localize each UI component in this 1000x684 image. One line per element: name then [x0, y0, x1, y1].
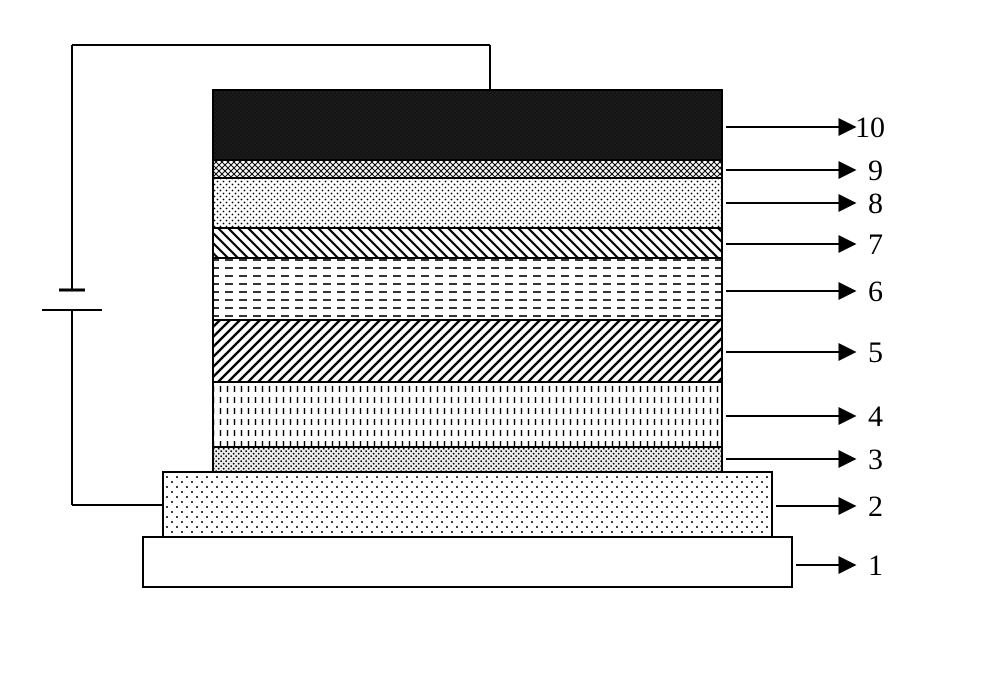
label-2: 2	[868, 490, 883, 523]
label-5: 5	[868, 336, 883, 369]
label-6: 6	[868, 275, 883, 308]
label-8: 8	[868, 187, 883, 220]
label-4: 4	[868, 400, 883, 433]
layer-stack-diagram: 10 98 7 6 5 4 3 2 1	[0, 0, 1000, 684]
layer-7	[213, 228, 722, 258]
label-3: 3	[868, 443, 883, 476]
label-9: 9	[868, 154, 883, 187]
callout-labels: 10 98 7 6 5 4 3 2 1	[855, 111, 885, 582]
layer-8	[213, 178, 722, 228]
layer-5	[213, 320, 722, 382]
layer-9	[213, 160, 722, 178]
layer-stack	[143, 90, 792, 587]
layer-10	[213, 90, 722, 160]
layer-3	[213, 447, 722, 472]
label-10: 10	[855, 111, 885, 144]
layer-2	[163, 472, 772, 537]
layer-6	[213, 258, 722, 320]
layer-4	[213, 382, 722, 447]
layer-1	[143, 537, 792, 587]
label-7: 7	[868, 228, 883, 261]
label-1: 1	[868, 549, 883, 582]
